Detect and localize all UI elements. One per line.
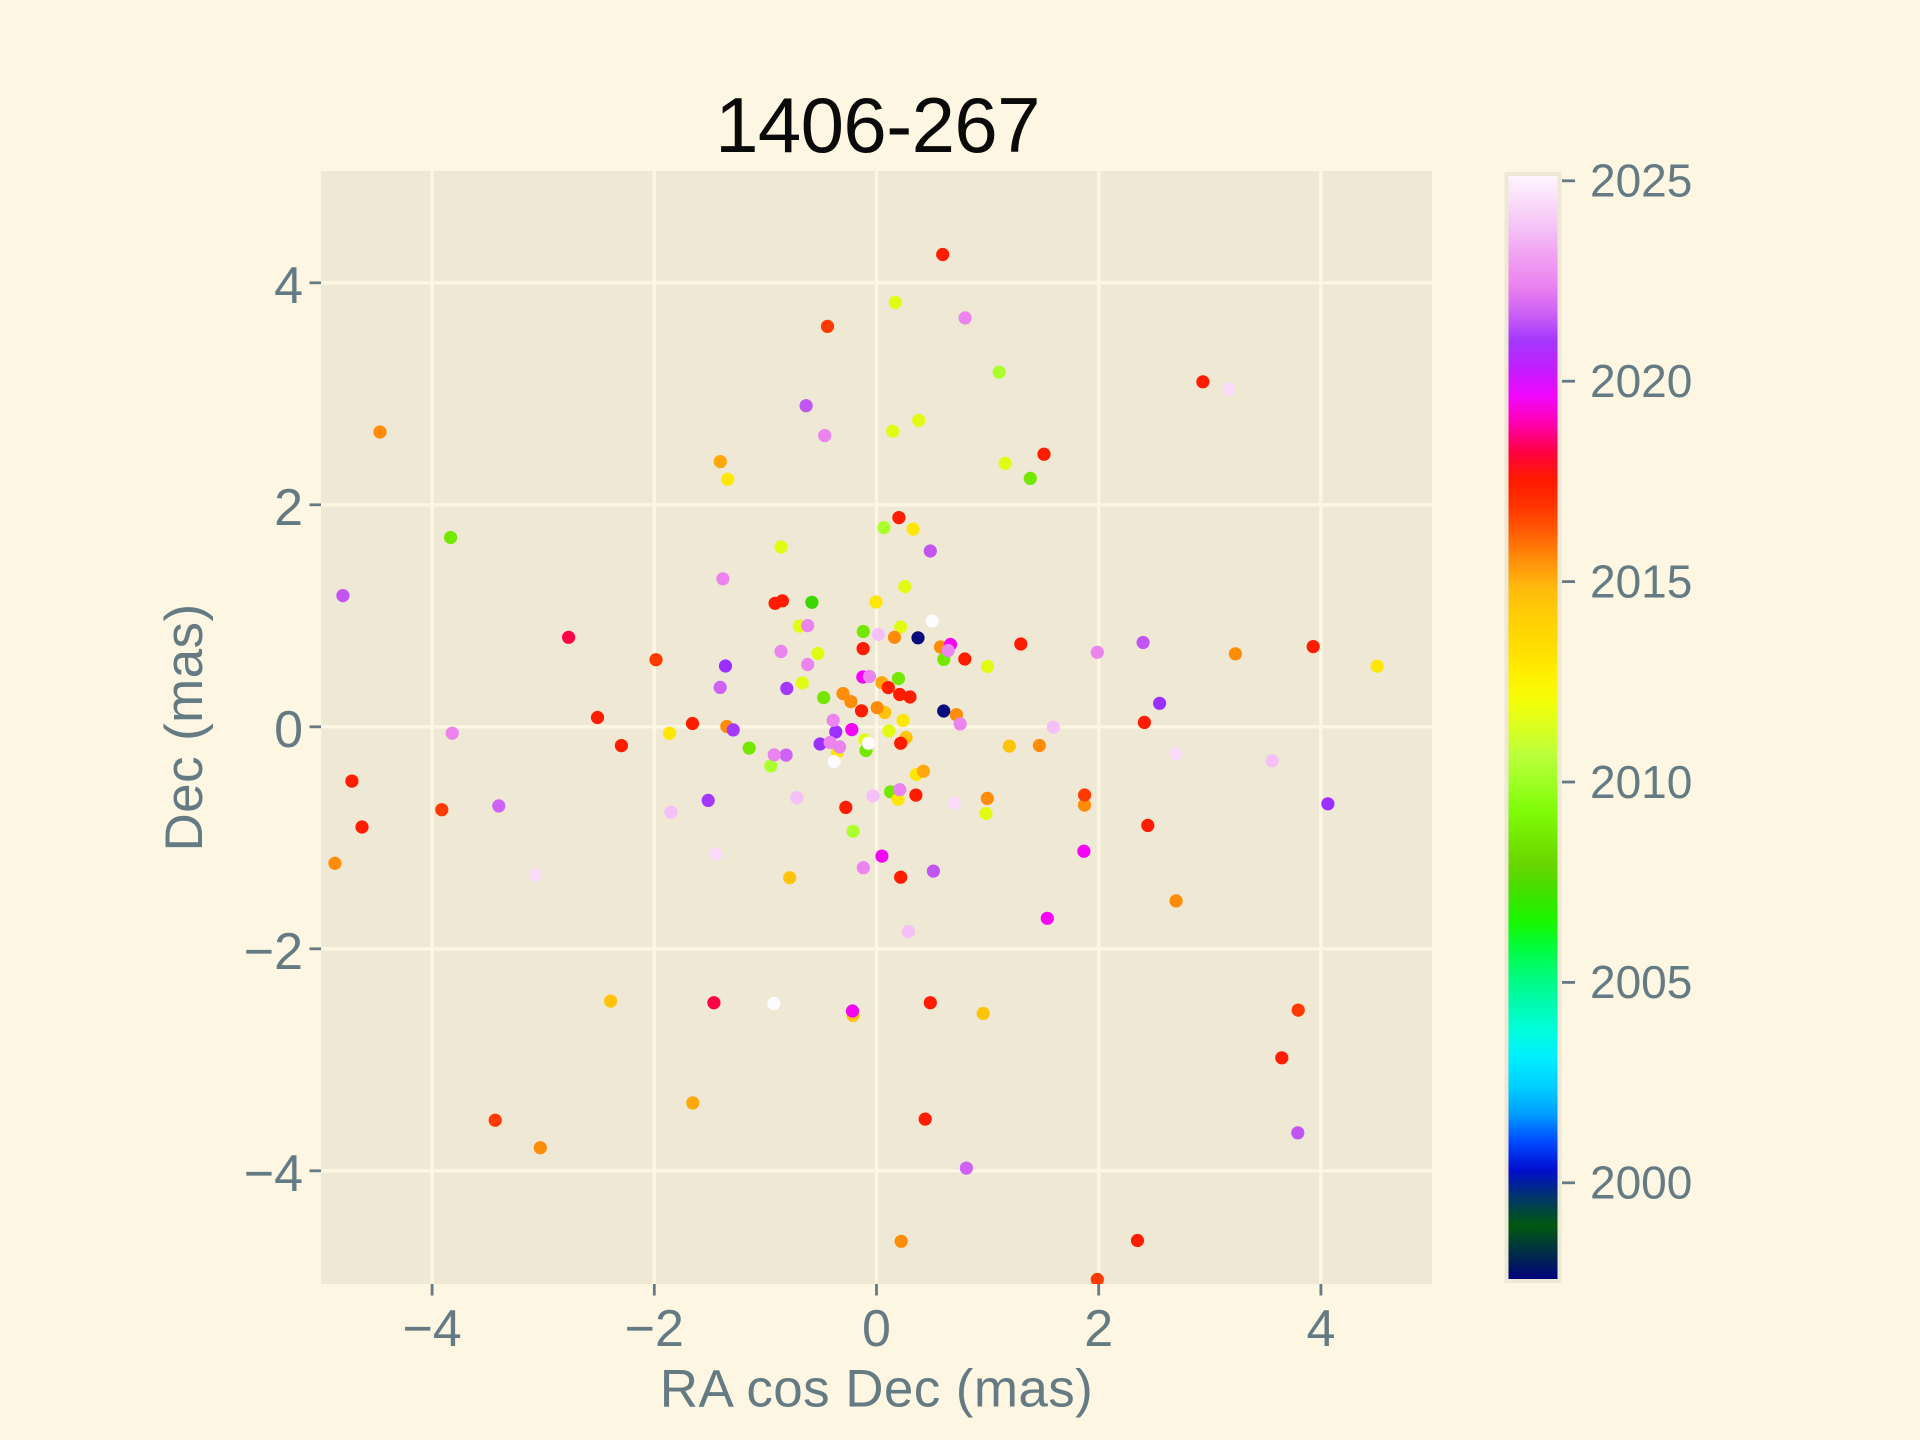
svg-text:−4: −4: [244, 1145, 303, 1203]
svg-text:0: 0: [274, 701, 303, 759]
svg-text:2: 2: [1084, 1300, 1113, 1358]
svg-text:−2: −2: [244, 923, 303, 981]
svg-text:RA cos Dec (mas): RA cos Dec (mas): [660, 1359, 1093, 1418]
svg-text:2015: 2015: [1590, 555, 1692, 607]
svg-text:−2: −2: [625, 1300, 684, 1358]
svg-text:4: 4: [1306, 1300, 1335, 1358]
svg-text:2: 2: [274, 479, 303, 537]
svg-text:2020: 2020: [1590, 355, 1692, 407]
svg-text:Dec (mas): Dec (mas): [155, 603, 214, 851]
svg-text:2010: 2010: [1590, 756, 1692, 808]
svg-text:2005: 2005: [1590, 956, 1692, 1008]
svg-text:1406-267: 1406-267: [715, 81, 1040, 169]
svg-text:0: 0: [862, 1300, 891, 1358]
svg-text:2025: 2025: [1590, 155, 1692, 207]
svg-text:2000: 2000: [1590, 1157, 1692, 1209]
svg-text:4: 4: [274, 257, 303, 315]
svg-text:−4: −4: [402, 1300, 461, 1358]
